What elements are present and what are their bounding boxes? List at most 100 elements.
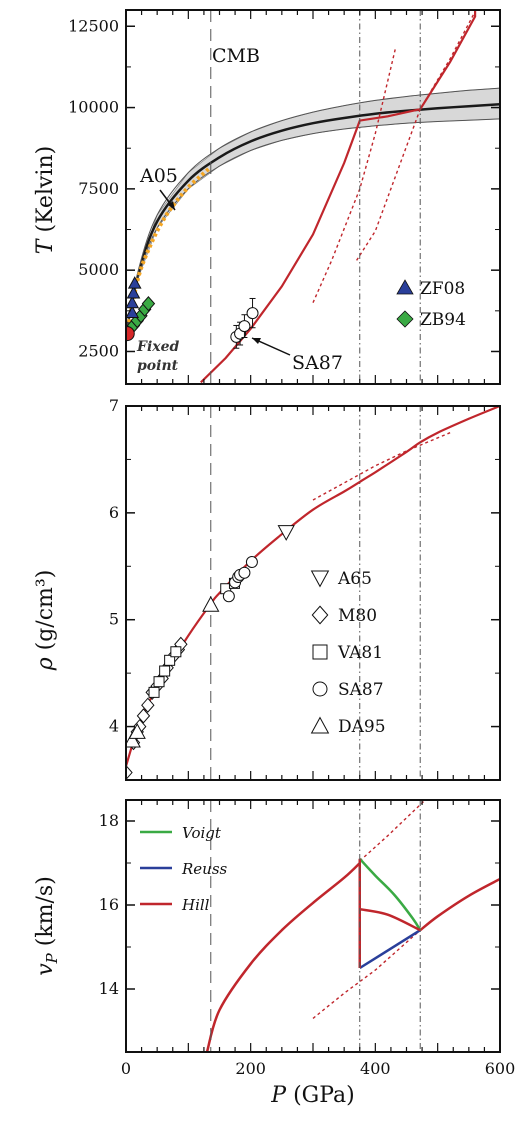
sa87-point bbox=[238, 320, 251, 333]
panel-density: 4 5 6 7 A65 M80 VA81 SA87 DA95 ρ (g/cm³) bbox=[33, 396, 501, 781]
density-y-axis-title: ρ (g/cm³) bbox=[33, 570, 58, 672]
y-tick-label: 5000 bbox=[78, 260, 119, 279]
adiabat-upper-line bbox=[126, 87, 500, 334]
a05-label: A05 bbox=[139, 165, 178, 187]
fixed-point-label-line2: point bbox=[137, 358, 179, 374]
va81-point bbox=[170, 646, 182, 658]
y-tick-label: 6 bbox=[109, 503, 119, 522]
m80-point bbox=[141, 697, 155, 713]
y-tick-label: 2500 bbox=[78, 341, 119, 360]
reuss-curve bbox=[359, 929, 421, 970]
y-tick-label: 7500 bbox=[78, 179, 119, 198]
va81-point bbox=[159, 665, 171, 677]
solid-dotted-line bbox=[359, 800, 426, 862]
sa87-arrow-head bbox=[252, 338, 261, 344]
legend-va81-marker bbox=[312, 644, 328, 660]
va81-point bbox=[148, 686, 160, 698]
y-tick-label: 10000 bbox=[68, 98, 119, 117]
legend-da95-label: DA95 bbox=[338, 717, 386, 737]
adiabat-line bbox=[126, 103, 500, 334]
sa87-label: SA87 bbox=[292, 352, 343, 374]
y-tick-label: 14 bbox=[99, 979, 119, 998]
va81-point bbox=[164, 654, 176, 666]
solid-velocity-curve bbox=[205, 862, 361, 1052]
zf08-point bbox=[126, 295, 140, 309]
eos-dotted-line bbox=[312, 432, 451, 501]
legend-voigt-label: Voigt bbox=[182, 824, 222, 842]
zf08-point bbox=[126, 305, 140, 318]
a05-arrow-head bbox=[168, 201, 175, 210]
y-tick-label: 5 bbox=[109, 610, 119, 629]
x-tick-label: 200 bbox=[235, 1059, 266, 1078]
va81-point bbox=[153, 676, 165, 688]
velocity-ticks: 14 16 18 0 200 400 600 bbox=[99, 800, 516, 1078]
cmb-label: CMB bbox=[212, 45, 260, 67]
y-tick-label: 7 bbox=[109, 396, 119, 415]
liquid-velocity-curve bbox=[419, 877, 500, 932]
legend-a65-label: A65 bbox=[337, 569, 372, 589]
legend-reuss-label: Reuss bbox=[181, 860, 228, 878]
sa87-point bbox=[222, 590, 235, 603]
m80-point bbox=[126, 764, 133, 780]
da95-point bbox=[126, 731, 141, 748]
legend-va81-label: VA81 bbox=[337, 643, 383, 663]
zf08-point bbox=[127, 276, 142, 289]
legend-zb94-label: ZB94 bbox=[420, 310, 466, 330]
adiabat-uncertainty-band bbox=[126, 87, 500, 334]
da95-point bbox=[128, 723, 146, 739]
y-tick-label: 16 bbox=[99, 895, 119, 914]
velocity-y-symbol: v bbox=[33, 963, 58, 976]
temperature-legend: ZF08 ZB94 bbox=[396, 279, 466, 330]
temperature-markers bbox=[126, 276, 259, 349]
y-tick-label: 12500 bbox=[68, 16, 119, 35]
zf08-point bbox=[126, 285, 141, 299]
temperature-y-axis-title: T (Kelvin) bbox=[33, 146, 58, 254]
da95-point bbox=[202, 595, 220, 612]
panel-density-frame bbox=[125, 405, 501, 781]
temperature-y-unit: (Kelvin) bbox=[33, 146, 58, 233]
legend-zb94-marker bbox=[396, 310, 414, 328]
x-axis-symbol: P bbox=[270, 1083, 287, 1108]
x-tick-label: 0 bbox=[121, 1059, 131, 1078]
a65-point bbox=[277, 525, 295, 541]
fixed-point-marker bbox=[126, 326, 135, 342]
velocity-y-axis-title: vP (km/s) bbox=[33, 876, 61, 976]
y-tick-label: 4 bbox=[109, 717, 119, 736]
density-legend: A65 M80 VA81 SA87 DA95 bbox=[310, 569, 386, 737]
voigt-curve bbox=[358, 857, 422, 931]
temperature-y-symbol: T bbox=[33, 237, 58, 254]
eos-curve bbox=[126, 406, 500, 767]
legend-hill-label: Hill bbox=[181, 896, 210, 914]
fixed-point-label-line1: Fixed bbox=[136, 339, 180, 355]
legend-m80-label: M80 bbox=[338, 606, 377, 626]
hill-curve bbox=[359, 907, 421, 932]
sa87-point bbox=[246, 307, 259, 320]
velocity-y-subscript: P bbox=[43, 952, 61, 964]
density-y-symbol: ρ bbox=[33, 657, 58, 671]
m80-point bbox=[136, 708, 151, 724]
sa87-point bbox=[245, 556, 258, 569]
liquid-dotted-line bbox=[312, 929, 421, 1019]
zb94-point bbox=[141, 296, 156, 312]
legend-zf08-label: ZF08 bbox=[420, 279, 465, 299]
x-tick-label: 400 bbox=[360, 1059, 391, 1078]
x-tick-label: 600 bbox=[485, 1059, 516, 1078]
melting-dotted-line-1 bbox=[312, 48, 396, 303]
legend-zf08-marker bbox=[396, 279, 414, 295]
density-markers bbox=[126, 525, 295, 780]
panel-velocity: 14 16 18 0 200 400 600 Voigt Reuss Hill vP (km… bbox=[33, 799, 516, 1108]
a05-dotted-line bbox=[127, 166, 212, 323]
legend-da95-marker bbox=[310, 716, 330, 734]
legend-m80-marker bbox=[311, 605, 329, 625]
panel-temperature: 2500 5000 7500 10000 12500 CMB A05 SA87 Fixe… bbox=[33, 9, 501, 385]
legend-sa87-marker bbox=[312, 681, 328, 697]
y-tick-label: 18 bbox=[99, 811, 119, 830]
melting-curve bbox=[200, 10, 477, 384]
legend-sa87-label: SA87 bbox=[338, 680, 384, 700]
sa87-point bbox=[238, 566, 251, 579]
x-axis-unit: (GPa) bbox=[293, 1083, 355, 1108]
density-ticks: 4 5 6 7 bbox=[109, 396, 501, 780]
x-axis-title: P (GPa) bbox=[270, 1083, 354, 1108]
legend-a65-marker bbox=[310, 570, 330, 588]
